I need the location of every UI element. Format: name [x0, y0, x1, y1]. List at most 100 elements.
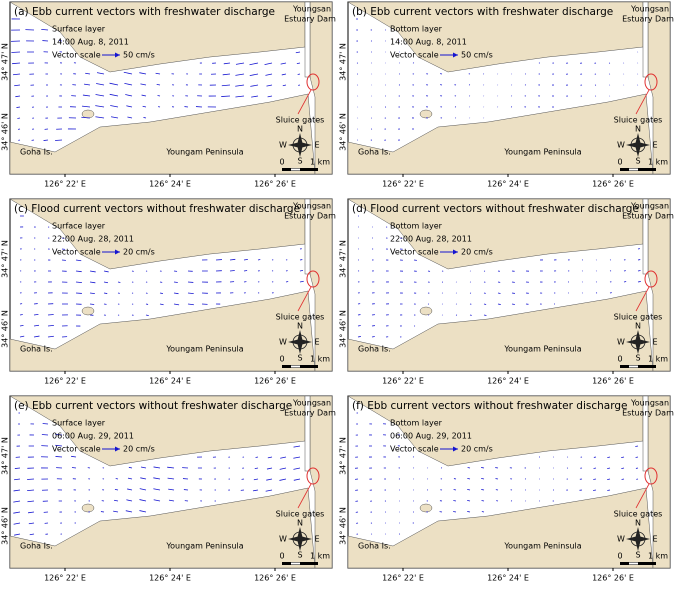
dam-label: Estuary Dam: [622, 409, 674, 418]
vector-scale-label: Vector scale: [52, 445, 101, 454]
vector-scale-value: 20 cm/s: [461, 445, 493, 454]
compass-n: N: [635, 322, 641, 331]
lon-label: 126° 22' E: [44, 180, 86, 189]
vector-scale-label: Vector scale: [52, 248, 101, 257]
sluice-label: Sluice gates: [614, 510, 663, 519]
layer-label: Bottom layer: [390, 419, 443, 428]
lon-label: 126° 24' E: [487, 180, 529, 189]
island-label: Goha Is.: [358, 542, 391, 551]
panel-title: (a) Ebb current vectors with freshwater …: [14, 6, 275, 18]
scale-km: 1 km: [310, 158, 330, 167]
lon-label: 126° 24' E: [149, 377, 191, 386]
scale-km: 1 km: [648, 158, 668, 167]
island-label: Goha Is.: [358, 345, 391, 354]
peninsula-label: Youngam Peninsula: [503, 345, 581, 354]
current-vector: [607, 490, 610, 491]
island-label: Goha Is.: [20, 345, 53, 354]
compass-w: W: [617, 338, 625, 347]
lat-label: 34° 46' N: [1, 310, 10, 348]
panel-title: (b) Ebb current vectors with freshwater …: [352, 6, 613, 18]
time-label: 06:00 Aug. 29, 2011: [390, 432, 472, 441]
compass-e: E: [314, 338, 319, 347]
scale-bar: [629, 366, 638, 368]
compass-w: W: [617, 535, 625, 544]
current-vector: [174, 282, 178, 283]
lon-label: 126° 22' E: [382, 377, 424, 386]
current-vector: [484, 315, 486, 316]
dam-label: Estuary Dam: [622, 15, 674, 24]
dam-label: Youngsan: [630, 5, 669, 14]
dam-label: Estuary Dam: [622, 212, 674, 221]
scale-bar: [291, 366, 300, 368]
vector-scale-label: Vector scale: [390, 248, 439, 257]
dam-label: Estuary Dam: [284, 409, 336, 418]
compass-s: S: [297, 551, 302, 560]
island: [82, 307, 94, 315]
current-vector: [638, 281, 641, 282]
vector-scale-value: 20 cm/s: [123, 445, 155, 454]
lat-label: 34° 46' N: [1, 113, 10, 151]
compass-e: E: [314, 535, 319, 544]
lat-label: 34° 47' N: [1, 240, 10, 278]
sluice-label: Sluice gates: [614, 313, 663, 322]
lon-label: 126° 22' E: [44, 574, 86, 583]
compass-w: W: [279, 141, 287, 150]
lat-label: 34° 46' N: [339, 310, 348, 348]
current-vector: [453, 500, 456, 501]
current-vector: [56, 456, 62, 457]
current-vector: [16, 107, 20, 108]
peninsula-label: Youngam Peninsula: [165, 148, 243, 157]
current-vector: [27, 479, 34, 480]
compass-w: W: [279, 535, 287, 544]
panel-title: (d) Flood current vectors without freshw…: [352, 203, 639, 215]
lon-label: 126° 24' E: [487, 377, 529, 386]
panel-title: (c) Flood current vectors without freshw…: [14, 203, 300, 215]
panel-title: (e) Ebb current vectors without freshwat…: [14, 400, 292, 412]
scale-bar: [629, 169, 638, 171]
scale-zero: 0: [279, 158, 284, 167]
vector-scale-value: 50 cm/s: [123, 51, 155, 60]
compass-e: E: [652, 535, 657, 544]
lon-label: 126° 26' E: [592, 574, 634, 583]
scale-zero: 0: [617, 158, 622, 167]
layer-label: Surface layer: [52, 222, 106, 231]
scale-bar: [629, 563, 638, 565]
lat-label: 34° 46' N: [339, 507, 348, 545]
lon-label: 126° 26' E: [254, 180, 296, 189]
time-label: 22:00 Aug. 28, 2011: [52, 235, 134, 244]
sluice-label: Sluice gates: [276, 313, 325, 322]
current-vector: [118, 282, 120, 283]
lat-label: 34° 47' N: [1, 43, 10, 81]
island: [420, 110, 432, 118]
map-panel: (d) Flood current vectors without freshw…: [348, 199, 674, 386]
map-panel: (b) Ebb current vectors with freshwater …: [348, 2, 674, 189]
scale-zero: 0: [617, 552, 622, 561]
compass-n: N: [297, 322, 303, 331]
lon-label: 126° 22' E: [382, 180, 424, 189]
lon-label: 126° 22' E: [44, 377, 86, 386]
current-vector: [358, 325, 361, 326]
vector-scale-label: Vector scale: [390, 445, 439, 454]
current-vector: [498, 304, 501, 305]
layer-label: Surface layer: [52, 25, 106, 34]
lat-label: 34° 47' N: [339, 437, 348, 475]
scale-bar: [291, 169, 300, 171]
vector-scale-value: 50 cm/s: [461, 51, 493, 60]
compass-s: S: [635, 354, 640, 363]
current-vector: [467, 511, 470, 512]
vector-scale-label: Vector scale: [390, 51, 439, 60]
scale-zero: 0: [617, 355, 622, 364]
lon-label: 126° 26' E: [254, 377, 296, 386]
current-vector: [11, 52, 20, 53]
island-label: Goha Is.: [20, 542, 53, 551]
scale-km: 1 km: [310, 552, 330, 561]
current-vector: [15, 468, 20, 469]
sluice-label: Sluice gates: [614, 116, 663, 125]
map-panel: (f) Ebb current vectors without freshwat…: [348, 396, 674, 583]
compass-e: E: [652, 338, 657, 347]
vector-scale-value: 20 cm/s: [461, 248, 493, 257]
map-panel: (c) Flood current vectors without freshw…: [10, 199, 336, 386]
scale-km: 1 km: [648, 355, 668, 364]
scale-km: 1 km: [310, 355, 330, 364]
current-vector: [481, 467, 484, 468]
